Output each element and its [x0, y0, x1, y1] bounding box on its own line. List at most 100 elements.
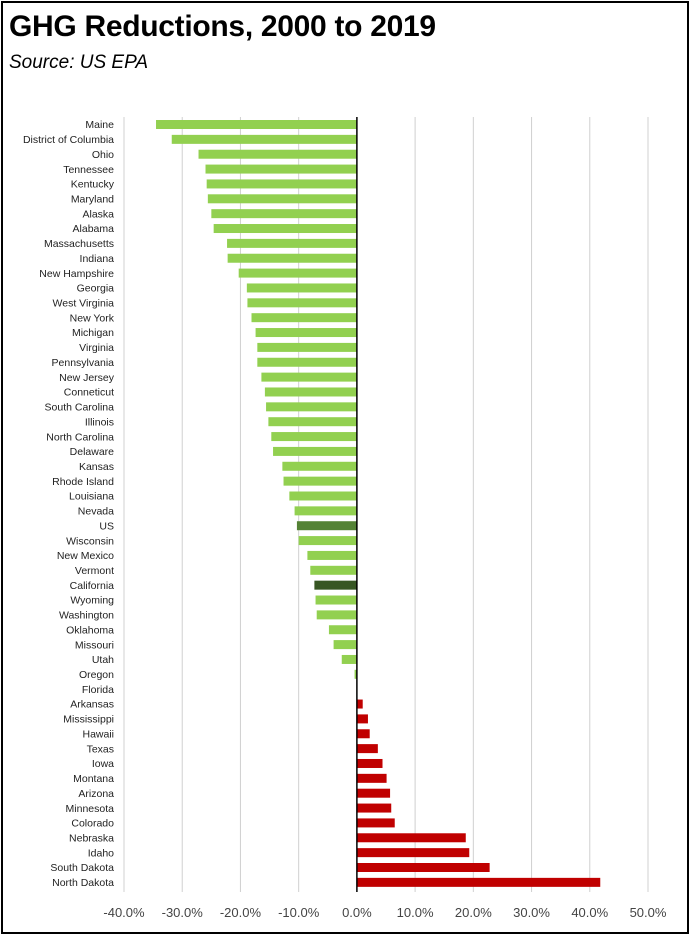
- bar-alaska: [211, 209, 357, 219]
- bar-montana: [356, 773, 387, 783]
- bar-indiana: [227, 253, 357, 263]
- bar-south-carolina: [266, 402, 357, 412]
- bars: [156, 120, 601, 887]
- category-label-kansas: Kansas: [79, 461, 114, 473]
- category-label-vermont: Vermont: [75, 565, 114, 577]
- bar-delaware: [273, 446, 357, 456]
- category-label-north-carolina: North Carolina: [46, 431, 114, 443]
- bar-alabama: [213, 224, 357, 234]
- category-label-utah: Utah: [92, 654, 114, 666]
- bar-west-virginia: [247, 298, 357, 308]
- category-label-pennsylvania: Pennsylvania: [52, 357, 115, 369]
- tick-labels: -40.0% -30.0% -20.0% -10.0% 0.0% 10.0% 20.0% 30…: [103, 905, 666, 920]
- category-label-colorado: Colorado: [71, 818, 114, 830]
- bar-pennsylvania: [257, 357, 357, 367]
- category-label-delaware: Delaware: [70, 446, 115, 458]
- bar-vermont: [310, 565, 357, 575]
- category-label-district-of-columbia: District of Columbia: [23, 134, 114, 146]
- bar-oregon: [354, 669, 357, 679]
- category-label-virginia: Virginia: [79, 342, 114, 354]
- category-label-missouri: Missouri: [75, 639, 114, 651]
- category-label-minnesota: Minnesota: [66, 803, 115, 815]
- category-label-wyoming: Wyoming: [70, 595, 114, 607]
- category-label-texas: Texas: [87, 743, 114, 755]
- bar-ohio: [198, 149, 357, 159]
- bar-maryland: [207, 194, 357, 204]
- category-label-idaho: Idaho: [88, 847, 114, 859]
- category-label-iowa: Iowa: [92, 758, 114, 770]
- category-label-louisiana: Louisiana: [69, 491, 114, 503]
- bar-rhode-island: [283, 476, 357, 486]
- tick-label-10-0: 10.0%: [397, 905, 434, 920]
- category-label-south-dakota: South Dakota: [50, 862, 114, 874]
- category-label-mississippi: Mississippi: [63, 714, 114, 726]
- tick-label-20-0: 20.0%: [455, 905, 492, 920]
- category-label-south-carolina: South Carolina: [45, 402, 115, 414]
- bar-nevada: [294, 506, 357, 516]
- category-label-oklahoma: Oklahoma: [66, 624, 114, 636]
- category-label-rhode-island: Rhode Island: [52, 476, 114, 488]
- tick-label-10-0: -10.0%: [278, 905, 320, 920]
- category-label-west-virginia: West Virginia: [53, 298, 115, 310]
- bar-illinois: [268, 417, 357, 427]
- bar-conneticut: [264, 387, 357, 397]
- category-label-north-dakota: North Dakota: [52, 877, 114, 889]
- bar-kansas: [282, 461, 357, 471]
- category-label-nebraska: Nebraska: [69, 832, 114, 844]
- bar-maine: [156, 120, 357, 129]
- tick-label-40-0: 40.0%: [571, 905, 608, 920]
- bar-new-jersey: [261, 372, 357, 382]
- bar-south-dakota: [356, 863, 490, 872]
- bar-texas: [356, 744, 378, 754]
- category-label-ohio: Ohio: [92, 149, 114, 161]
- category-label-nevada: Nevada: [78, 506, 114, 518]
- tick-label-0-0: 0.0%: [342, 905, 372, 920]
- chart-title: GHG Reductions, 2000 to 2019: [9, 10, 436, 43]
- bar-california: [314, 580, 357, 590]
- category-label-indiana: Indiana: [80, 253, 115, 265]
- bar-missouri: [333, 640, 357, 650]
- tick-label-30-0: -30.0%: [162, 905, 204, 920]
- category-label-kentucky: Kentucky: [71, 179, 115, 191]
- category-label-alaska: Alaska: [82, 208, 114, 220]
- bar-arizona: [356, 788, 391, 798]
- tick-label-20-0: -20.0%: [220, 905, 262, 920]
- category-label-alabama: Alabama: [73, 223, 115, 235]
- bar-us: [296, 521, 357, 531]
- bar-north-dakota: [356, 877, 601, 887]
- bar-wyoming: [315, 595, 357, 605]
- bar-washington: [316, 610, 357, 620]
- bar-new-york: [251, 313, 357, 323]
- category-label-massachusetts: Massachusetts: [44, 238, 114, 250]
- category-label-arkansas: Arkansas: [70, 699, 114, 711]
- bar-massachusetts: [227, 238, 357, 248]
- chart-subtitle: Source: US EPA: [9, 52, 149, 73]
- bar-georgia: [246, 283, 357, 293]
- bar-louisiana: [289, 491, 357, 501]
- bar-district-of-columbia: [171, 134, 357, 144]
- bar-new-mexico: [307, 550, 357, 560]
- category-label-new-jersey: New Jersey: [59, 372, 115, 384]
- category-label-washington: Washington: [59, 610, 114, 622]
- category-label-california: California: [70, 580, 115, 592]
- category-label-wisconsin: Wisconsin: [66, 535, 114, 547]
- bar-wisconsin: [298, 536, 357, 546]
- category-label-georgia: Georgia: [77, 283, 115, 295]
- bar-oklahoma: [328, 625, 357, 635]
- category-label-new-mexico: New Mexico: [57, 550, 114, 562]
- tick-label-40-0: -40.0%: [103, 905, 145, 920]
- category-label-hawaii: Hawaii: [82, 728, 114, 740]
- category-label-tennessee: Tennessee: [63, 164, 114, 176]
- category-label-conneticut: Conneticut: [64, 387, 114, 399]
- tick-label-30-0: 30.0%: [513, 905, 550, 920]
- bar-new-hampshire: [238, 268, 357, 278]
- category-label-new-york: New York: [70, 312, 115, 324]
- category-label-oregon: Oregon: [79, 669, 114, 681]
- category-label-florida: Florida: [82, 684, 114, 696]
- category-label-maine: Maine: [85, 119, 114, 131]
- bar-mississippi: [356, 714, 368, 724]
- bar-virginia: [257, 342, 357, 352]
- category-label-maryland: Maryland: [71, 194, 114, 206]
- bar-utah: [341, 654, 357, 664]
